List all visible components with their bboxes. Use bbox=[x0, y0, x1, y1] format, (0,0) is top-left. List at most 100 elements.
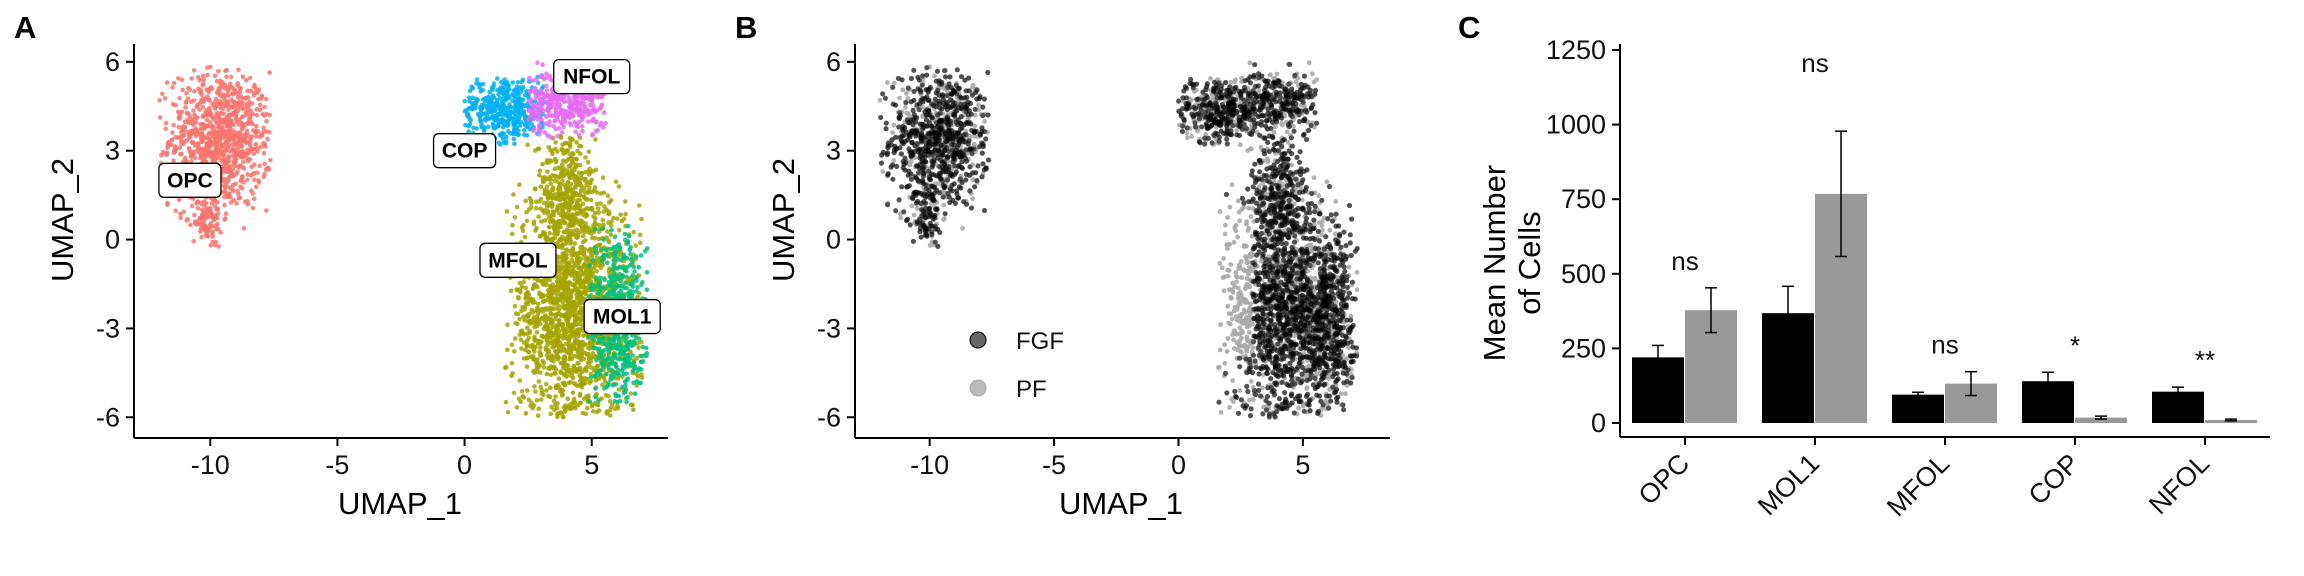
point-opc bbox=[235, 81, 240, 86]
point-opc bbox=[244, 177, 250, 183]
point-mfol bbox=[577, 192, 583, 197]
point-mfol bbox=[547, 394, 553, 400]
point-opc bbox=[205, 94, 210, 100]
point-mfol bbox=[588, 206, 593, 211]
point-opc bbox=[238, 140, 243, 145]
point-mfol bbox=[523, 291, 529, 297]
point-mfol bbox=[613, 179, 619, 185]
point-mfol bbox=[514, 287, 520, 293]
point-mfol bbox=[532, 338, 538, 343]
point-cop bbox=[515, 132, 520, 137]
point-opc bbox=[199, 234, 204, 240]
point-opc bbox=[190, 152, 195, 158]
point-mfol bbox=[549, 312, 554, 317]
point-mfol bbox=[565, 229, 570, 234]
point-mfol bbox=[565, 290, 571, 296]
point-mfol bbox=[537, 168, 543, 174]
point-opc bbox=[257, 163, 263, 169]
point-opc bbox=[170, 101, 176, 107]
point-mol1 bbox=[611, 276, 616, 281]
point-opc bbox=[251, 196, 257, 202]
point-mfol bbox=[512, 349, 517, 354]
x-tick-label: 5 bbox=[584, 450, 599, 480]
point-mol1 bbox=[627, 247, 633, 253]
point-nfol bbox=[548, 113, 553, 118]
point-nfol bbox=[535, 60, 540, 66]
point-mfol bbox=[553, 340, 558, 345]
point-mfol bbox=[600, 217, 606, 223]
point-cop bbox=[502, 77, 507, 82]
point-mfol bbox=[542, 218, 548, 223]
point-opc bbox=[253, 134, 259, 139]
point-opc bbox=[222, 189, 228, 194]
point-cop bbox=[487, 108, 492, 114]
point-cop bbox=[507, 102, 512, 107]
point-opc bbox=[258, 96, 264, 101]
point-mfol bbox=[569, 252, 574, 257]
point-opc bbox=[253, 184, 259, 190]
point-mfol bbox=[572, 193, 578, 198]
point-opc bbox=[178, 151, 184, 157]
point-cop bbox=[503, 110, 509, 116]
point-opc bbox=[267, 130, 272, 135]
point-opc bbox=[244, 139, 249, 144]
point-mfol bbox=[589, 270, 594, 275]
point-mol1 bbox=[617, 246, 623, 251]
point-opc bbox=[183, 129, 189, 135]
point-mfol bbox=[531, 219, 537, 224]
point-mfol bbox=[552, 349, 558, 354]
point-nfol bbox=[542, 130, 548, 135]
point-opc bbox=[194, 200, 199, 206]
point-mfol bbox=[579, 382, 584, 388]
point-mfol bbox=[569, 171, 575, 177]
point-mfol bbox=[541, 200, 547, 206]
point-mfol bbox=[580, 239, 586, 245]
point-mol1 bbox=[622, 362, 627, 367]
point-opc bbox=[207, 222, 213, 228]
point-mfol bbox=[551, 398, 557, 404]
point-mfol bbox=[530, 405, 535, 411]
point-nfol bbox=[533, 77, 538, 82]
point-mfol bbox=[560, 208, 565, 213]
point-cop bbox=[491, 84, 496, 89]
point-nfol bbox=[574, 122, 580, 127]
point-mol1 bbox=[625, 239, 631, 244]
point-nfol bbox=[579, 124, 585, 129]
point-mfol bbox=[512, 215, 518, 220]
point-opc bbox=[223, 216, 228, 221]
point-cop bbox=[486, 94, 491, 99]
point-mfol bbox=[511, 192, 516, 197]
point-mfol bbox=[585, 405, 590, 411]
point-mfol bbox=[517, 316, 522, 322]
point-nfol bbox=[547, 134, 552, 139]
point-cop bbox=[499, 98, 505, 104]
point-opc bbox=[229, 173, 234, 178]
point-nfol bbox=[586, 119, 591, 124]
point-mol1 bbox=[602, 277, 607, 283]
point-mfol bbox=[571, 151, 576, 157]
point-mfol bbox=[568, 181, 574, 187]
point-opc bbox=[231, 147, 236, 153]
point-opc bbox=[191, 98, 197, 103]
point-opc bbox=[198, 229, 203, 234]
point-mfol bbox=[587, 180, 592, 186]
point-opc bbox=[204, 112, 209, 118]
point-opc bbox=[222, 101, 227, 106]
point-mfol bbox=[511, 390, 517, 396]
point-mfol bbox=[568, 280, 573, 286]
point-mfol bbox=[524, 338, 530, 344]
point-mfol bbox=[521, 314, 526, 320]
point-mfol bbox=[575, 327, 581, 333]
point-opc bbox=[231, 198, 237, 203]
point-mfol bbox=[523, 285, 529, 291]
point-mfol bbox=[574, 156, 579, 162]
point-opc bbox=[245, 106, 251, 111]
point-opc bbox=[262, 171, 268, 177]
point-mfol bbox=[581, 333, 586, 339]
x-tick-label: -5 bbox=[325, 450, 349, 480]
point-opc bbox=[183, 100, 189, 105]
point-mfol bbox=[637, 232, 643, 238]
point-mfol bbox=[583, 155, 588, 160]
point-mfol bbox=[532, 186, 538, 191]
point-mol1 bbox=[607, 336, 612, 342]
